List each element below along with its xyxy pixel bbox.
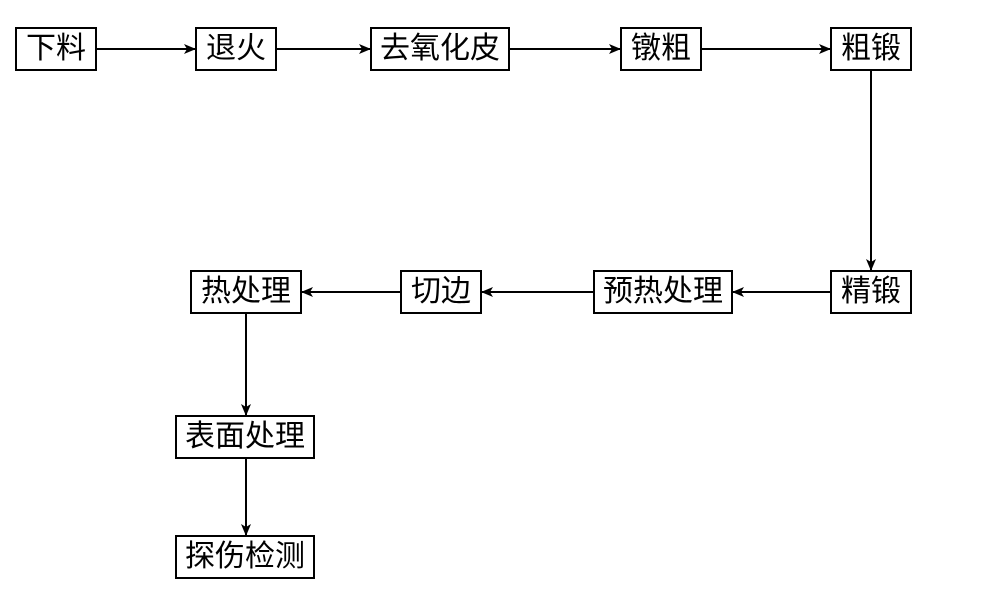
flow-node-label: 精锻: [841, 277, 901, 307]
flow-node-n1: 下料: [15, 27, 97, 71]
flow-node-label: 退火: [206, 34, 266, 64]
flow-node-n11: 探伤检测: [175, 535, 315, 579]
flow-node-n2: 退火: [195, 27, 277, 71]
flow-node-n5: 粗锻: [830, 27, 912, 71]
flow-node-label: 热处理: [201, 277, 291, 307]
flow-node-n7: 预热处理: [593, 270, 733, 314]
flow-node-label: 下料: [26, 34, 86, 64]
flow-node-n4: 镦粗: [620, 27, 702, 71]
flow-node-n10: 表面处理: [175, 415, 315, 459]
flow-node-label: 预热处理: [603, 277, 723, 307]
flow-node-n9: 热处理: [190, 270, 302, 314]
flow-node-label: 去氧化皮: [380, 34, 500, 64]
flow-node-n6: 精锻: [830, 270, 912, 314]
flow-node-label: 表面处理: [185, 422, 305, 452]
flow-node-label: 镦粗: [631, 34, 691, 64]
flow-node-n8: 切边: [400, 270, 482, 314]
flow-node-label: 切边: [411, 277, 471, 307]
flow-node-n3: 去氧化皮: [370, 27, 510, 71]
flowchart-canvas: 下料 退火 去氧化皮 镦粗 粗锻精锻 预热处理 切边 热处理表面处理探伤检测: [0, 0, 1000, 595]
flow-node-label: 粗锻: [841, 34, 901, 64]
flow-node-label: 探伤检测: [185, 542, 305, 572]
